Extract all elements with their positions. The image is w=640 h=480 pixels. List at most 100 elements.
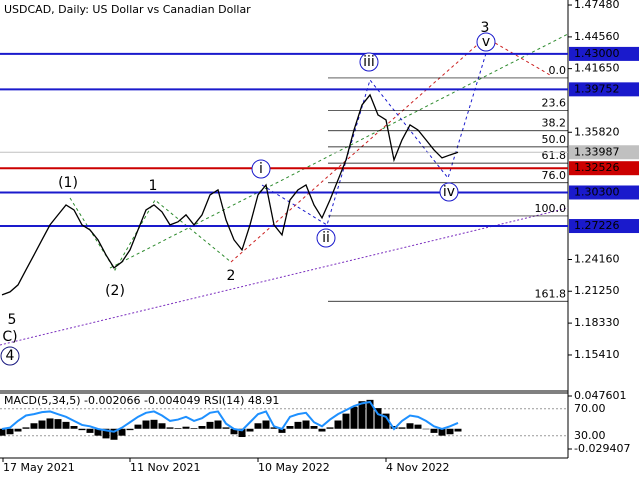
level-label-box bbox=[569, 145, 639, 160]
level-label: 1.43000 bbox=[574, 47, 620, 60]
level-label: 1.27226 bbox=[574, 219, 620, 232]
macd-bar bbox=[190, 428, 198, 429]
wave-label: i bbox=[259, 161, 263, 177]
wave-label: 1 bbox=[149, 178, 158, 194]
y-tick-label: 1.35820 bbox=[574, 125, 620, 138]
macd-bar bbox=[454, 428, 462, 432]
macd-bar bbox=[78, 428, 86, 431]
y-tick-label: 1.44560 bbox=[574, 30, 620, 43]
wave-label: ii bbox=[322, 230, 330, 246]
macd-bar bbox=[70, 426, 78, 429]
x-tick-label: 11 Nov 2021 bbox=[130, 461, 200, 474]
macd-bar bbox=[294, 421, 302, 429]
macd-bar bbox=[22, 427, 30, 429]
macd-bar bbox=[214, 420, 222, 429]
macd-bar bbox=[342, 413, 350, 429]
macd-bar bbox=[206, 421, 214, 429]
level-label-box bbox=[569, 219, 639, 234]
y-tick-label: 1.41650 bbox=[574, 62, 620, 75]
fib-label: 61.8 bbox=[542, 149, 567, 162]
macd-bar bbox=[422, 428, 430, 430]
fib-label: 161.8 bbox=[535, 287, 567, 300]
macd-bar bbox=[198, 426, 206, 429]
macd-bar bbox=[86, 428, 94, 433]
macd-bar bbox=[438, 428, 446, 436]
level-label-box bbox=[569, 82, 639, 97]
macd-bar bbox=[254, 423, 262, 429]
macd-bar bbox=[174, 428, 182, 429]
level-label: 1.33987 bbox=[574, 145, 620, 158]
macd-bar bbox=[302, 420, 310, 429]
y-tick-label: 1.24160 bbox=[574, 252, 620, 265]
rsi-tick-label: 30.00 bbox=[574, 429, 606, 442]
level-label: 1.30300 bbox=[574, 185, 620, 198]
y-tick-label: -0.029407 bbox=[574, 442, 630, 455]
wave-circle bbox=[476, 32, 496, 52]
macd-bar bbox=[318, 428, 326, 432]
wave-circle bbox=[251, 159, 271, 179]
wave-label: 5 bbox=[8, 312, 17, 328]
macd-bar bbox=[150, 419, 158, 429]
macd-bar bbox=[30, 423, 38, 429]
macd-bar bbox=[94, 428, 102, 436]
macd-bar bbox=[414, 424, 422, 429]
macd-bar bbox=[374, 408, 382, 429]
wave-circle bbox=[316, 228, 336, 248]
wave-label: 2 bbox=[227, 268, 236, 284]
fib-label: 38.2 bbox=[542, 117, 567, 130]
fib-label: 50.0 bbox=[542, 133, 567, 146]
macd-bar bbox=[6, 428, 14, 435]
wave-label: C) bbox=[2, 329, 17, 345]
wave-label: iii bbox=[363, 54, 375, 70]
macd-bar bbox=[238, 428, 246, 438]
level-label-box bbox=[569, 185, 639, 200]
macd-bar bbox=[54, 419, 62, 429]
fib-label: 23.6 bbox=[542, 97, 567, 110]
macd-bar bbox=[230, 428, 238, 435]
macd-bar bbox=[382, 413, 390, 429]
y-tick-label: 1.15410 bbox=[574, 348, 620, 361]
level-label-box bbox=[569, 46, 639, 61]
macd-bar bbox=[126, 428, 134, 431]
macd-bar bbox=[102, 428, 110, 439]
wave-label: v bbox=[482, 34, 490, 50]
macd-bar bbox=[46, 418, 54, 429]
macd-bar bbox=[182, 426, 190, 429]
wave-circle bbox=[0, 346, 20, 366]
rsi-line bbox=[1, 400, 459, 433]
indicator-title: MACD(5,34,5) -0.002066 -0.004049 RSI(14)… bbox=[4, 394, 279, 407]
x-tick-label: 10 May 2022 bbox=[258, 461, 330, 474]
macd-bar bbox=[166, 427, 174, 429]
macd-bar bbox=[222, 427, 230, 429]
macd-bar bbox=[286, 426, 294, 429]
x-tick-label: 4 Nov 2022 bbox=[386, 461, 449, 474]
macd-bar bbox=[270, 427, 278, 429]
wave-label: 3 bbox=[481, 20, 490, 36]
macd-bar bbox=[310, 426, 318, 429]
wave-line bbox=[261, 49, 488, 226]
macd-bar bbox=[142, 420, 150, 429]
macd-bar bbox=[446, 428, 454, 435]
level-label: 1.39752 bbox=[574, 82, 620, 95]
macd-bar bbox=[406, 423, 414, 429]
trend-line bbox=[0, 207, 569, 346]
rsi-tick-label: 70.00 bbox=[574, 402, 606, 415]
macd-bar bbox=[62, 421, 70, 429]
y-tick-label: 0.047601 bbox=[574, 389, 627, 402]
macd-bar bbox=[262, 420, 270, 429]
level-label-box bbox=[569, 161, 639, 176]
macd-bar bbox=[366, 399, 374, 429]
fib-label: 76.0 bbox=[542, 169, 567, 182]
price-line bbox=[1, 93, 459, 296]
macd-bar bbox=[0, 428, 6, 436]
y-tick-label: 1.18330 bbox=[574, 316, 620, 329]
macd-bar bbox=[358, 401, 366, 429]
macd-bar bbox=[118, 428, 126, 436]
macd-bar bbox=[246, 428, 254, 432]
macd-bar bbox=[38, 420, 46, 429]
macd-bar bbox=[158, 423, 166, 429]
wave-circle bbox=[439, 182, 459, 202]
wave-label: (2) bbox=[105, 283, 125, 299]
x-tick-label: 17 May 2021 bbox=[3, 461, 75, 474]
